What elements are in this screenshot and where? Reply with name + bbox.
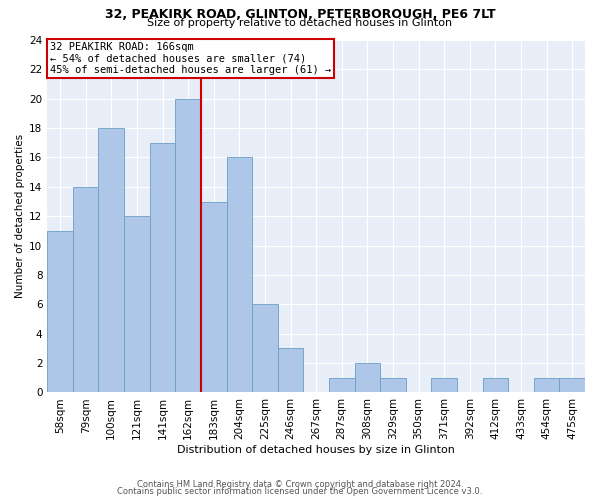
Bar: [150, 143, 175, 392]
Text: 32 PEAKIRK ROAD: 166sqm
← 54% of detached houses are smaller (74)
45% of semi-de: 32 PEAKIRK ROAD: 166sqm ← 54% of detache…: [50, 42, 331, 75]
Bar: [201, 202, 227, 392]
Bar: [47, 231, 73, 392]
Bar: [482, 378, 508, 392]
Text: Size of property relative to detached houses in Glinton: Size of property relative to detached ho…: [148, 18, 452, 28]
Bar: [329, 378, 355, 392]
Y-axis label: Number of detached properties: Number of detached properties: [15, 134, 25, 298]
Bar: [278, 348, 304, 393]
Text: 32, PEAKIRK ROAD, GLINTON, PETERBOROUGH, PE6 7LT: 32, PEAKIRK ROAD, GLINTON, PETERBOROUGH,…: [104, 8, 496, 20]
Bar: [559, 378, 585, 392]
Bar: [98, 128, 124, 392]
Bar: [431, 378, 457, 392]
Bar: [252, 304, 278, 392]
Bar: [73, 187, 98, 392]
Bar: [175, 98, 201, 393]
Bar: [355, 363, 380, 392]
X-axis label: Distribution of detached houses by size in Glinton: Distribution of detached houses by size …: [177, 445, 455, 455]
Text: Contains public sector information licensed under the Open Government Licence v3: Contains public sector information licen…: [118, 487, 482, 496]
Bar: [534, 378, 559, 392]
Bar: [380, 378, 406, 392]
Bar: [227, 158, 252, 392]
Bar: [124, 216, 150, 392]
Text: Contains HM Land Registry data © Crown copyright and database right 2024.: Contains HM Land Registry data © Crown c…: [137, 480, 463, 489]
